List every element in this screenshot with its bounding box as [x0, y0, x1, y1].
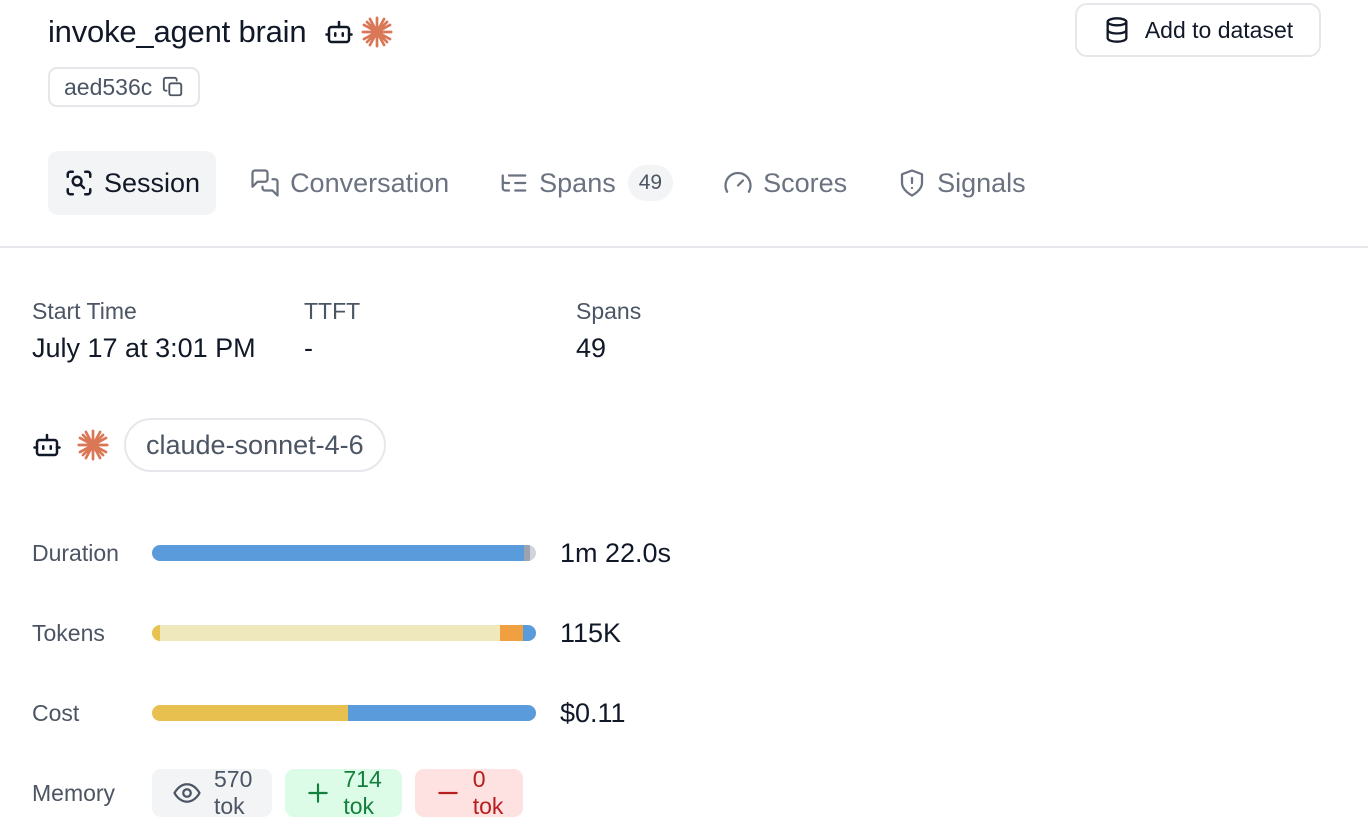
- bar-segment: [524, 545, 531, 561]
- cost-bar: [152, 705, 536, 721]
- tab-scores[interactable]: Scores: [707, 151, 863, 215]
- bar-segment: [347, 705, 536, 721]
- memory-read-chip: 570 tok: [152, 766, 273, 819]
- page-title: invoke_agent brain: [48, 14, 307, 49]
- metric-label: Tokens: [32, 619, 105, 646]
- title-icons: [324, 15, 394, 49]
- metric-duration: Duration 1m 22.0s: [32, 533, 671, 573]
- tokens-bar: [152, 625, 536, 641]
- memory-chips: 570 tok 714 tok 0 tok: [152, 766, 524, 819]
- tab-label: Spans: [539, 167, 616, 198]
- plus-icon: [305, 780, 331, 806]
- model-name: claude-sonnet-4-6: [146, 429, 364, 460]
- metric-value: 115K: [560, 617, 622, 648]
- bar-segment: [152, 705, 348, 721]
- metric-cost: Cost $0.11: [32, 693, 626, 733]
- metric-label: Duration: [32, 539, 119, 566]
- metric-label: Cost: [32, 699, 80, 726]
- database-icon: [1103, 16, 1131, 44]
- stat-spans: Spans 49: [576, 298, 641, 364]
- stat-value: -: [304, 333, 313, 363]
- memory-read-value: 570 tok: [214, 766, 253, 819]
- model-row: claude-sonnet-4-6: [32, 418, 386, 472]
- metric-value: 1m 22.0s: [560, 537, 672, 568]
- tab-label: Conversation: [290, 167, 450, 198]
- add-to-dataset-label: Add to dataset: [1144, 16, 1294, 43]
- bar-segment: [530, 545, 536, 561]
- stat-ttft: TTFT -: [304, 298, 360, 364]
- robot-icon: [32, 430, 62, 460]
- bar-segment: [159, 625, 500, 641]
- stat-label: Spans: [576, 298, 642, 324]
- tab-signals[interactable]: Signals: [881, 151, 1042, 215]
- trace-header: invoke_agent brain aed536c: [0, 0, 1368, 248]
- metric-label: Memory: [32, 779, 116, 806]
- anthropic-icon: [76, 428, 110, 462]
- list-tree-icon: [499, 168, 529, 198]
- duration-bar: [152, 545, 536, 561]
- stat-value: 49: [576, 333, 607, 363]
- metric-value: $0.11: [560, 697, 626, 728]
- model-name-chip[interactable]: claude-sonnet-4-6: [124, 418, 386, 472]
- add-to-dataset-button[interactable]: Add to dataset: [1075, 3, 1321, 57]
- robot-icon: [324, 17, 354, 47]
- stat-label: TTFT: [304, 298, 361, 324]
- trace-hash: aed536c: [64, 73, 153, 100]
- memory-removed-chip: 0 tok: [414, 766, 524, 819]
- spans-count-badge: 49: [627, 165, 674, 201]
- stat-start-time: Start Time July 17 at 3:01 PM: [32, 298, 256, 364]
- minus-icon: [435, 780, 461, 806]
- chat-icon: [250, 168, 280, 198]
- tab-label: Scores: [763, 167, 848, 198]
- tab-session[interactable]: Session: [48, 151, 217, 215]
- bar-segment: [523, 625, 536, 641]
- metric-memory: Memory 570 tok 714 tok: [32, 766, 524, 819]
- tab-label: Signals: [937, 167, 1026, 198]
- session-icon: [64, 168, 94, 198]
- stat-label: Start Time: [32, 298, 137, 324]
- anthropic-icon: [360, 15, 394, 49]
- stat-value: July 17 at 3:01 PM: [32, 333, 256, 363]
- tab-conversation[interactable]: Conversation: [234, 151, 465, 215]
- memory-removed-value: 0 tok: [472, 766, 504, 819]
- tab-label: Session: [104, 167, 201, 198]
- title-row: invoke_agent brain: [48, 10, 394, 54]
- memory-added-chip: 714 tok: [285, 766, 402, 819]
- eye-icon: [172, 778, 202, 808]
- trace-hash-chip[interactable]: aed536c: [48, 67, 201, 107]
- metric-tokens: Tokens 115K: [32, 613, 621, 653]
- gauge-icon: [723, 168, 753, 198]
- memory-added-value: 714 tok: [343, 766, 382, 819]
- shield-icon: [897, 168, 927, 198]
- bar-segment: [152, 625, 160, 641]
- bar-segment: [499, 625, 524, 641]
- tab-bar: Session Conversation Spans 49: [48, 151, 1042, 215]
- copy-icon[interactable]: [162, 76, 184, 98]
- tab-spans[interactable]: Spans 49: [483, 151, 689, 215]
- bar-segment: [152, 545, 525, 561]
